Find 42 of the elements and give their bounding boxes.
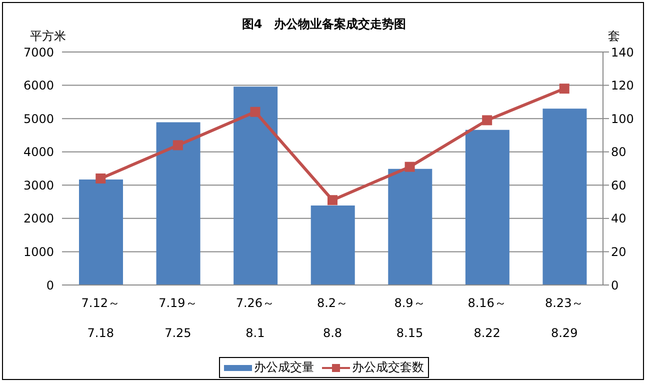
- y-tick-label: 5000: [23, 112, 54, 126]
- y-tick-label: 0: [46, 278, 54, 292]
- y2-tick-label: 120: [611, 78, 634, 93]
- bar: [79, 179, 123, 285]
- y2-tick-label: 20: [611, 244, 626, 259]
- y-tick-label: 7000: [23, 45, 54, 60]
- category-label: 7.26～ 8.1: [236, 296, 275, 340]
- y-tick-label: 1000: [23, 244, 54, 259]
- y2-tick-label: 100: [611, 112, 634, 126]
- legend-label: 办公成交套数: [351, 359, 424, 376]
- y2-axis-title: 套: [608, 28, 620, 45]
- bar: [542, 108, 587, 285]
- y-tick-label: 6000: [23, 78, 54, 93]
- category-label: 7.19～ 7.25: [158, 296, 198, 340]
- y2-tick-label: 60: [611, 178, 626, 192]
- y-tick-label: 2000: [23, 212, 54, 226]
- category-label: 8.9～ 8.15: [394, 296, 426, 340]
- category-label: 7.12～ 7.18: [81, 296, 120, 340]
- y2-tick-label: 40: [611, 212, 626, 226]
- bar: [234, 86, 278, 285]
- bar: [388, 168, 432, 285]
- point: [328, 195, 338, 206]
- point: [404, 162, 415, 172]
- y-axis-title: 平方米: [30, 28, 66, 45]
- point: [96, 173, 106, 184]
- point: [482, 115, 492, 126]
- point: [559, 84, 570, 94]
- y2-tick-label: 0: [611, 278, 619, 292]
- y2-tick-label: 140: [611, 45, 634, 60]
- category-label: 8.23～ 8.29: [545, 296, 584, 340]
- point: [172, 140, 183, 150]
- y-tick-label: 4000: [23, 145, 54, 160]
- bar: [156, 122, 200, 285]
- bar: [465, 130, 510, 285]
- chart-title: 图4 办公物业备案成交走势图: [242, 17, 406, 31]
- y-tick-label: 3000: [23, 178, 54, 192]
- legend-label: 办公成交量: [253, 359, 314, 376]
- y2-tick-label: 80: [611, 145, 626, 160]
- category-label: 8.16～ 8.22: [468, 296, 506, 340]
- bar: [310, 205, 355, 285]
- category-label: 8.2～ 8.8: [316, 296, 348, 340]
- point: [250, 106, 260, 117]
